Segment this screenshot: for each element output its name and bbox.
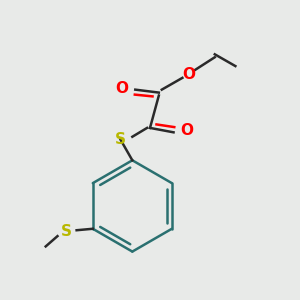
Text: O: O — [180, 123, 193, 138]
Text: O: O — [182, 68, 195, 82]
Text: O: O — [116, 81, 128, 96]
Text: S: S — [115, 132, 126, 147]
Text: S: S — [61, 224, 72, 239]
